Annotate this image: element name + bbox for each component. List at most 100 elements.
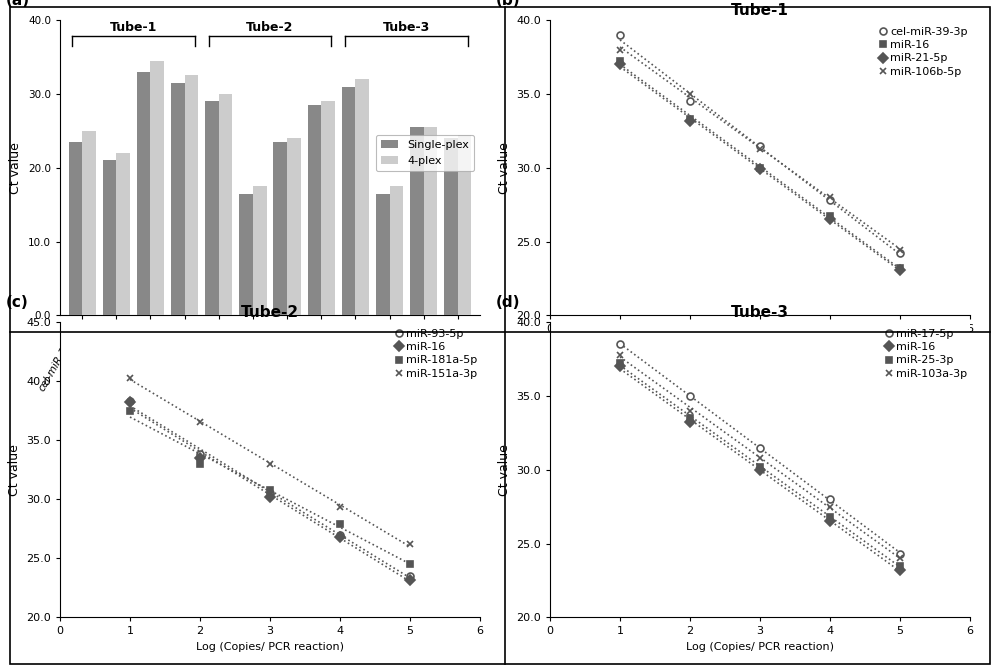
Title: Tube-3: Tube-3 [731, 305, 789, 319]
Line: miR-151a-3p: miR-151a-3p [127, 374, 413, 548]
Bar [390, 186, 403, 315]
miR-17-5p [754, 444, 766, 452]
miR-16 [404, 576, 416, 584]
Line: miR-93-5p: miR-93-5p [127, 398, 413, 580]
miR-93-5p [334, 531, 346, 539]
miR-17-5p [614, 340, 626, 348]
miR-21-5p [824, 215, 836, 223]
Y-axis label: Ct value: Ct value [498, 444, 511, 496]
miR-25-3p [684, 414, 696, 422]
miR-106b-5p [684, 90, 696, 98]
miR-181a-5p [264, 486, 276, 494]
Line: cel-miR-39-3p: cel-miR-39-3p [617, 32, 903, 257]
cel-miR-39-3p [754, 142, 766, 150]
Y-axis label: Ct value: Ct value [498, 142, 511, 194]
X-axis label: Log (Copies/ PCR reaction): Log (Copies/ PCR reaction) [196, 642, 344, 652]
miR-181a-5p [334, 520, 346, 528]
Bar [253, 186, 267, 315]
miR-181a-5p [124, 407, 136, 415]
Bar [287, 138, 301, 315]
miR-16 [754, 164, 766, 172]
miR-16 [124, 399, 136, 407]
miR-16 [824, 213, 836, 221]
Text: (a): (a) [5, 0, 30, 8]
miR-151a-3p [334, 503, 346, 511]
miR-106b-5p [614, 46, 626, 54]
Bar [69, 142, 82, 315]
miR-25-3p [614, 360, 626, 368]
miR-106b-5p [894, 246, 906, 254]
Bar [458, 134, 471, 315]
miR-16 [334, 533, 346, 541]
Bar [444, 138, 458, 315]
Bar [273, 142, 287, 315]
Text: Tube-1: Tube-1 [110, 21, 157, 34]
miR-25-3p [824, 513, 836, 521]
Line: miR-103a-3p: miR-103a-3p [617, 351, 903, 562]
Title: Tube-2: Tube-2 [241, 305, 299, 319]
miR-16 [894, 566, 906, 574]
Text: (c): (c) [5, 295, 28, 310]
miR-16 [264, 493, 276, 501]
Line: miR-181a-5p: miR-181a-5p [127, 407, 413, 568]
Text: (b): (b) [495, 0, 520, 8]
miR-16 [824, 517, 836, 525]
X-axis label: Log (Copies/ PCR reaction): Log (Copies/ PCR reaction) [686, 642, 834, 652]
miR-93-5p [264, 489, 276, 497]
Title: Tube-1: Tube-1 [731, 3, 789, 17]
miR-25-3p [754, 463, 766, 471]
Bar [205, 101, 219, 315]
Line: miR-16: miR-16 [127, 399, 413, 583]
miR-21-5p [684, 117, 696, 125]
miR-106b-5p [824, 193, 836, 201]
Y-axis label: Ct value: Ct value [8, 444, 21, 496]
Text: Tube-3: Tube-3 [383, 21, 430, 34]
cel-miR-39-3p [824, 196, 836, 204]
Bar [239, 193, 253, 315]
Bar [185, 75, 198, 315]
Bar [424, 127, 437, 315]
miR-103a-3p [614, 350, 626, 358]
miR-17-5p [684, 392, 696, 400]
cel-miR-39-3p [684, 97, 696, 105]
miR-181a-5p [404, 560, 416, 568]
Bar [103, 160, 116, 315]
Text: Tube-2: Tube-2 [246, 21, 294, 34]
miR-16 [754, 466, 766, 474]
miR-16 [894, 264, 906, 272]
Legend: miR-17-5p, miR-16, miR-25-3p, miR-103a-3p: miR-17-5p, miR-16, miR-25-3p, miR-103a-3… [882, 324, 972, 383]
Line: miR-25-3p: miR-25-3p [617, 360, 903, 569]
miR-16 [194, 454, 206, 462]
miR-21-5p [894, 266, 906, 274]
Line: miR-16: miR-16 [617, 58, 903, 272]
miR-16 [684, 115, 696, 123]
Bar [376, 193, 390, 315]
miR-17-5p [824, 495, 836, 503]
Line: miR-106b-5p: miR-106b-5p [617, 46, 903, 254]
miR-106b-5p [754, 144, 766, 152]
miR-21-5p [754, 165, 766, 173]
Bar [342, 87, 355, 315]
miR-151a-3p [124, 374, 136, 382]
Bar [82, 131, 96, 315]
miR-151a-3p [264, 460, 276, 468]
miR-151a-3p [404, 540, 416, 548]
Legend: Single-plex, 4-plex: Single-plex, 4-plex [376, 135, 474, 171]
X-axis label: Log (Copies/ PCR reaction): Log (Copies/ PCR reaction) [686, 340, 834, 350]
Bar [321, 101, 335, 315]
Bar [219, 94, 232, 315]
Bar [150, 61, 164, 315]
miR-16 [614, 58, 626, 66]
miR-181a-5p [194, 460, 206, 468]
miR-103a-3p [684, 407, 696, 415]
Bar [171, 83, 185, 315]
Line: miR-21-5p: miR-21-5p [617, 61, 903, 273]
miR-25-3p [894, 562, 906, 570]
Legend: miR-93-5p, miR-16, miR-181a-5p, miR-151a-3p: miR-93-5p, miR-16, miR-181a-5p, miR-151a… [392, 324, 482, 383]
miR-93-5p [124, 397, 136, 405]
Y-axis label: Ct value: Ct value [9, 142, 22, 194]
miR-93-5p [194, 450, 206, 458]
Bar [355, 79, 369, 315]
miR-17-5p [894, 550, 906, 558]
Bar [116, 153, 130, 315]
